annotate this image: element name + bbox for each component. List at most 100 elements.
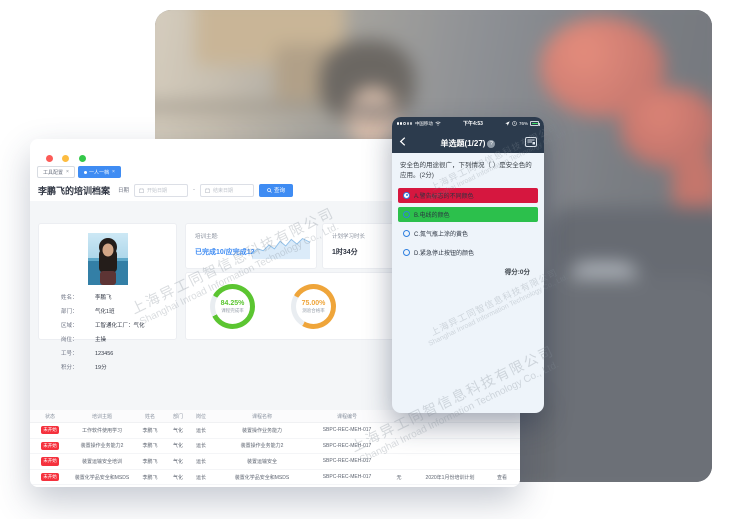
back-arrow-icon[interactable] [399, 137, 406, 146]
status-badge: 未开始 [41, 457, 59, 466]
start-date-placeholder: 开始日期 [147, 187, 168, 194]
radio-selected-icon [403, 191, 410, 199]
donut-course-completion: 84.25% 课程完成率 [210, 284, 255, 329]
table-cell: 李鹏飞 [142, 458, 158, 465]
table-header-cell: 部门 [172, 413, 183, 420]
donut-center: 75.00% 测验合格率 [296, 289, 331, 324]
tab-tool-config[interactable]: 工具配置 × [37, 166, 75, 178]
profile-field-value: 19分 [95, 365, 107, 371]
location-arrow-icon [505, 121, 510, 126]
quiz-option-b[interactable]: B.电线的颜色 [398, 206, 538, 222]
window-content: 姓名： 李鹏飞 部门： 气化1班 区域： 工智通化工厂：气化 岗位： 主操 工号： 123456 积… [30, 201, 520, 487]
date-range-separator: - [193, 187, 196, 193]
minimize-button[interactable] [62, 155, 70, 162]
table-cell: 运长 [195, 474, 206, 481]
quiz-title-wrap: 单选题(1/27)? [392, 133, 544, 151]
plan-label: 计划学习时长 [332, 234, 366, 240]
table-cell: 装置操作业务能力 [241, 427, 282, 434]
status-cell: 未开始 [30, 426, 70, 435]
tab-label: 工具配置 [43, 169, 64, 176]
status-cell: 未开始 [30, 457, 70, 466]
quiz-option-a[interactable]: A.警告标志的不同颜色 [398, 187, 538, 203]
table-cell: SBPC-REC-MEH-017 [322, 458, 372, 465]
table-cell: 运长 [195, 427, 206, 434]
help-badge[interactable]: ? [487, 139, 496, 148]
option-text: A.警告标志的不同颜色 [414, 193, 474, 200]
table-row: 未开始 装置化学品安全和MSDS 李鹏飞 气化 运长 装置化学品安全和MSDS SBPC-R… [30, 470, 520, 486]
score-label: 得分:0分 [504, 268, 530, 276]
status-badge: 未开始 [41, 426, 59, 435]
start-date-input[interactable]: 开始日期 [134, 183, 189, 197]
status-cell: 未开始 [30, 472, 70, 482]
profile-fields: 姓名： 李鹏飞 部门： 气化1班 区域： 工智通化工厂：气化 岗位： 主操 工号： 123456 积… [61, 294, 171, 373]
quiz-option-d[interactable]: D.紧急停止按钮的颜色 [398, 245, 538, 260]
training-archive-window: 工具配置 × 一人一档 × 李鹏飞的培训档案 日期 开始日期 - 结束日期 查询 [30, 139, 520, 487]
active-tab-dot [83, 170, 87, 174]
table-cell: 2020年1月份培训计划 [425, 474, 475, 481]
training-table-body: 未开始 工作软件使用学习 李鹏飞 气化 运长 装置操作业务能力 SBPC-REC-MEH-0… [30, 423, 520, 487]
status-right-cluster: 76% [505, 121, 540, 126]
profile-field-label: 工号： [61, 351, 78, 357]
trend-sparkline [252, 237, 310, 260]
tab-close-icon[interactable]: × [111, 169, 115, 175]
table-cell: 装置化学品安全和MSDS [74, 474, 130, 481]
table-cell: SBPC-REC-MEH-017 [322, 442, 372, 449]
search-button[interactable]: 查询 [259, 183, 294, 197]
date-label: 日期 [118, 188, 130, 194]
status-cell: 未开始 [30, 441, 70, 451]
phone-status-bar: 中国移动 下午4:53 76% [392, 117, 544, 130]
end-date-input[interactable]: 结束日期 [200, 183, 255, 197]
calendar-icon [139, 187, 145, 193]
answer-card-icon[interactable] [525, 136, 537, 147]
wifi-icon [435, 121, 441, 126]
signal-strength-icon [397, 122, 413, 125]
table-header-cell: 姓名 [144, 413, 155, 420]
battery-percent-label: 76% [518, 121, 528, 126]
search-icon [267, 187, 272, 193]
table-cell: 李鹏飞 [142, 474, 158, 481]
profile-field-value: 李鹏飞 [95, 295, 112, 301]
question-text: 安全色的用途很广，下列情况（ ）是安全色的应用。(2分) [400, 162, 532, 180]
radio-icon [403, 210, 410, 218]
table-header-cell: 岗位 [195, 413, 206, 420]
maximize-button[interactable] [78, 155, 86, 162]
donut-test-pass-rate: 75.00% 测验合格率 [291, 284, 336, 329]
action-link[interactable]: 查看 [496, 474, 507, 481]
table-header-cell: 课程名称 [251, 413, 272, 420]
table-cell: 运长 [195, 443, 206, 450]
toolbar: 李鹏飞的培训档案 日期 开始日期 - 结束日期 查询 [30, 180, 520, 200]
profile-field-label: 姓名： [61, 295, 78, 301]
quiz-body: 安全色的用途很广，下列情况（ ）是安全色的应用。(2分) A.警告标志的不同颜色… [392, 153, 544, 276]
tab-one-person-one-file[interactable]: 一人一档 × [77, 166, 121, 178]
table-row: 未开始 装置运输安全培训 李鹏飞 气化 运长 装置运输安全 SBPC-REC-MEH-017 [30, 454, 520, 470]
table-header-row: 状态 培训主题 姓名 部门 岗位 课程名称 课程编号 [30, 410, 520, 423]
status-badge: 未开始 [41, 441, 59, 451]
donut-label: 测验合格率 [302, 307, 325, 313]
donut-label: 课程完成率 [221, 307, 244, 313]
profile-field-label: 岗位： [61, 337, 78, 343]
quiz-option-c[interactable]: C.氮气瓶上涂的黄色 [398, 226, 538, 241]
topic-value: 已完成10/应完成12 [195, 249, 255, 256]
radio-icon [403, 229, 410, 237]
table-cell: 气化 [172, 474, 183, 481]
radio-icon [403, 248, 410, 256]
plan-value: 1时34分 [332, 249, 358, 256]
table-header-cell: 状态 [44, 413, 55, 420]
tab-close-icon[interactable]: × [66, 169, 69, 175]
profile-photo [88, 233, 128, 285]
table-cell: 气化 [172, 427, 183, 434]
option-text: B.电线的颜色 [414, 212, 450, 219]
profile-field-value: 气化1班 [95, 309, 115, 315]
quiz-phone: 中国移动 下午4:53 76% 单选题(1/27)? 安全色的用途很广，下列情况… [392, 117, 544, 413]
options-list: A.警告标志的不同颜色 B.电线的颜色 C.氮气瓶上涂的黄色 D.紧急停止按钮的颜色 [398, 187, 538, 260]
carrier-label: 中国移动 [414, 120, 433, 126]
search-button-label: 查询 [274, 188, 286, 194]
table-cell: 工作软件使用学习 [81, 427, 122, 434]
profile-field-label: 区域： [61, 323, 78, 329]
profile-field-value: 主操 [95, 337, 107, 343]
tab-bar: 工具配置 × 一人一档 × [37, 166, 121, 178]
table-row: 未开始 装置操作业务能力2 李鹏飞 气化 运长 装置操作业务能力2 SBPC-REC-MEH… [30, 439, 520, 455]
close-button[interactable] [46, 155, 53, 162]
topic-label: 培训主题: [195, 234, 219, 240]
table-cell: SBPC-REC-MEH-017 [322, 474, 372, 481]
